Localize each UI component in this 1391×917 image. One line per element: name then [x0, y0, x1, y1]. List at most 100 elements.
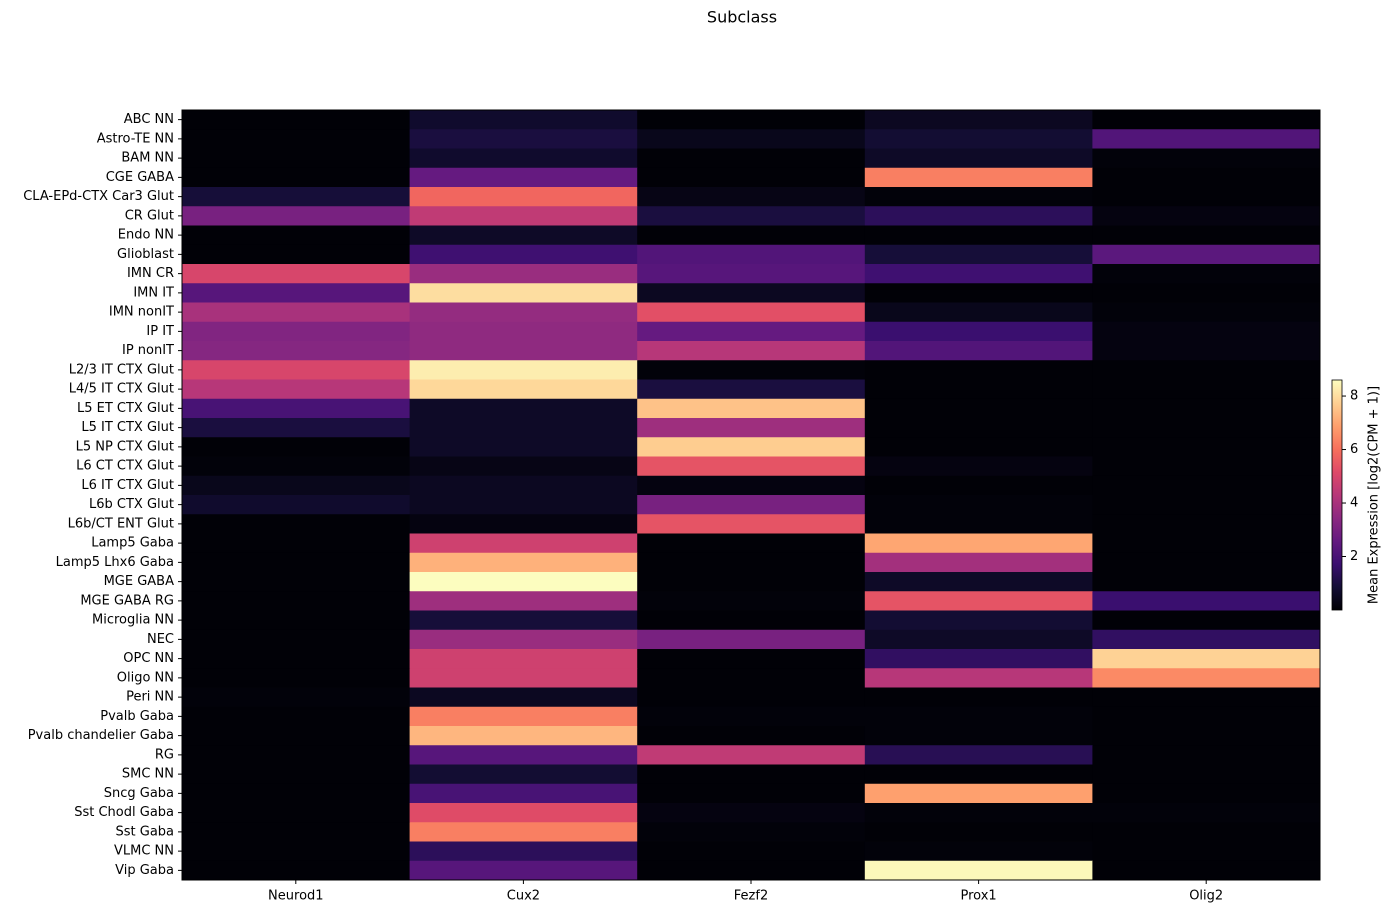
heatmap-cell — [1092, 283, 1321, 303]
y-tick-label: IMN IT — [133, 285, 174, 300]
heatmap-cell — [1092, 321, 1321, 342]
heatmap-cell — [637, 745, 866, 765]
heatmap-cell — [409, 668, 638, 688]
heatmap-cell — [1092, 706, 1321, 727]
heatmap-cell — [409, 187, 638, 207]
heatmap-cell — [409, 629, 638, 650]
heatmap-cell — [409, 764, 638, 785]
heatmap-cell — [409, 572, 638, 592]
heatmap-cell — [409, 379, 638, 400]
heatmap-cell — [182, 803, 411, 823]
heatmap-cell — [1092, 418, 1321, 438]
heatmap-cell — [637, 360, 866, 380]
y-tick-label: Astro-TE NN — [97, 131, 174, 146]
y-tick-label: Lamp5 Gaba — [91, 536, 174, 551]
heatmap-cell — [409, 841, 638, 862]
heatmap-cell — [637, 225, 866, 246]
y-tick-label: ABC NN — [124, 112, 174, 127]
heatmap-cell — [1092, 822, 1321, 842]
heatmap-cell — [409, 302, 638, 323]
heatmap-cell — [864, 822, 1093, 842]
y-tick-label: Glioblast — [117, 247, 174, 262]
heatmap-cell — [864, 206, 1093, 226]
heatmap-cell — [182, 225, 411, 246]
heatmap-cell — [1092, 206, 1321, 226]
heatmap-cell — [1092, 475, 1321, 496]
heatmap-cell — [182, 841, 411, 862]
heatmap-cell — [864, 418, 1093, 438]
heatmap-cell — [864, 687, 1093, 708]
heatmap-cell — [637, 456, 866, 477]
heatmap-cell — [864, 552, 1093, 573]
heatmap-cell — [864, 610, 1093, 631]
y-tick-label: BAM NN — [121, 151, 174, 166]
heatmap-cell — [182, 148, 411, 169]
heatmap-cell — [864, 167, 1093, 188]
heatmap-cell — [409, 225, 638, 246]
y-tick-label: Peri NN — [126, 690, 174, 705]
heatmap-cell — [637, 437, 866, 457]
heatmap-cell — [1092, 129, 1321, 149]
heatmap-cell — [637, 379, 866, 400]
heatmap-cell — [1092, 687, 1321, 708]
heatmap-cell — [1092, 437, 1321, 457]
heatmap-cell — [637, 552, 866, 573]
heatmap-cell — [864, 360, 1093, 380]
heatmap-cell — [409, 418, 638, 438]
heatmap-cell — [182, 822, 411, 842]
heatmap-cell — [1092, 610, 1321, 631]
heatmap-cell — [637, 244, 866, 265]
heatmap-cell — [182, 302, 411, 323]
heatmap-cell — [182, 206, 411, 226]
heatmap-cell — [637, 418, 866, 438]
heatmap-cell — [409, 148, 638, 169]
y-tick-label: L2/3 IT CTX Glut — [69, 362, 174, 377]
heatmap-cell — [182, 591, 411, 611]
y-tick-label: L6b CTX Glut — [89, 497, 174, 512]
heatmap-cell — [182, 649, 411, 669]
heatmap-cell — [637, 398, 866, 419]
heatmap-cell — [1092, 360, 1321, 380]
heatmap-cell — [864, 302, 1093, 323]
heatmap-cell — [409, 167, 638, 188]
y-tick-label: NEC — [147, 632, 174, 647]
heatmap-cell — [864, 495, 1093, 515]
heatmap-cell — [864, 533, 1093, 554]
heatmap-cell — [409, 706, 638, 727]
heatmap-cell — [864, 379, 1093, 400]
heatmap-cell — [864, 649, 1093, 669]
y-tick-label: OPC NN — [123, 651, 174, 666]
heatmap-cell — [637, 706, 866, 727]
y-tick-label: IMN nonIT — [109, 305, 174, 320]
heatmap-cell — [409, 822, 638, 842]
heatmap-cell — [182, 552, 411, 573]
y-tick-label: Oligo NN — [117, 670, 174, 685]
x-tick-label: Neurod1 — [268, 889, 324, 904]
heatmap-cell — [1092, 398, 1321, 419]
heatmap-cell — [864, 244, 1093, 265]
heatmap-cell — [637, 148, 866, 169]
plot-frame — [181, 109, 1321, 881]
heatmap-cell — [637, 649, 866, 669]
heatmap-cell — [182, 764, 411, 785]
heatmap-cell — [637, 514, 866, 534]
y-tick-label: L5 ET CTX Glut — [77, 401, 174, 416]
heatmap-cell — [864, 514, 1093, 534]
chart-title: Subclass — [707, 8, 777, 27]
heatmap-cell — [182, 514, 411, 534]
colorbar-tick-label: 4 — [1350, 496, 1358, 511]
y-tick-label: RG — [155, 747, 174, 762]
heatmap-cell — [182, 860, 411, 881]
heatmap-cell — [864, 283, 1093, 303]
heatmap-cell — [182, 321, 411, 342]
heatmap-cell — [637, 206, 866, 226]
heatmap-cell — [864, 129, 1093, 149]
heatmap-cell — [409, 244, 638, 265]
heatmap-cell — [637, 341, 866, 361]
heatmap-cell — [864, 437, 1093, 457]
heatmap-cell — [637, 803, 866, 823]
y-tick-label: Sncg Gaba — [104, 786, 174, 801]
heatmap-cell — [864, 745, 1093, 765]
heatmap-cell — [637, 167, 866, 188]
heatmap-cell — [864, 264, 1093, 284]
